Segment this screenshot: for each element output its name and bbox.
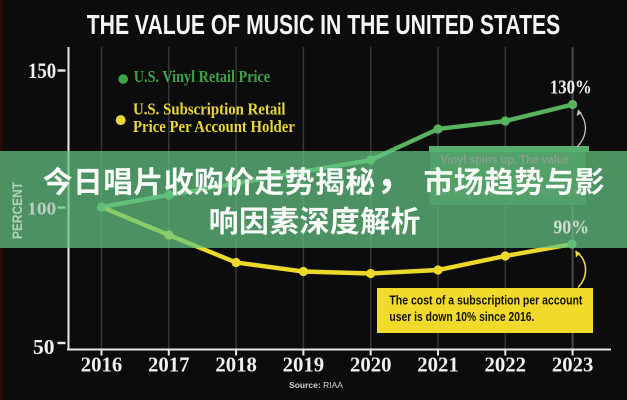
svg-text:Vinyl spins up. The value: Vinyl spins up. The value — [441, 154, 570, 166]
svg-text:PERCENT: PERCENT — [10, 181, 25, 239]
svg-text:150: 150 — [28, 58, 56, 83]
svg-text:U.S. Vinyl Retail Price: U.S. Vinyl Retail Price — [134, 67, 271, 86]
svg-text:Price Per Account Holder: Price Per Account Holder — [133, 117, 295, 136]
svg-text:2016: 2016 — [81, 352, 123, 376]
svg-text:2018: 2018 — [215, 352, 257, 376]
svg-text:90%: 90% — [553, 216, 589, 238]
svg-text:2021: 2021 — [417, 352, 459, 376]
svg-text:2017: 2017 — [148, 352, 190, 376]
svg-text:user is down 10% since 2016.: user is down 10% since 2016. — [389, 309, 534, 324]
svg-text:The cost of a subscription per: The cost of a subscription per account — [389, 292, 583, 307]
svg-text:2020: 2020 — [350, 352, 392, 376]
svg-text:U.S. Subscription Retail: U.S. Subscription Retail — [133, 100, 286, 119]
svg-text:50: 50 — [33, 335, 55, 359]
svg-text:2019: 2019 — [283, 352, 325, 376]
svg-text:2023: 2023 — [552, 352, 594, 376]
svg-text:THE VALUE OF MUSIC IN THE UNIT: THE VALUE OF MUSIC IN THE UNITED STATES — [87, 9, 561, 40]
svg-text:2022: 2022 — [485, 352, 527, 376]
svg-text:130%: 130% — [550, 77, 592, 99]
svg-text:100: 100 — [27, 199, 56, 219]
